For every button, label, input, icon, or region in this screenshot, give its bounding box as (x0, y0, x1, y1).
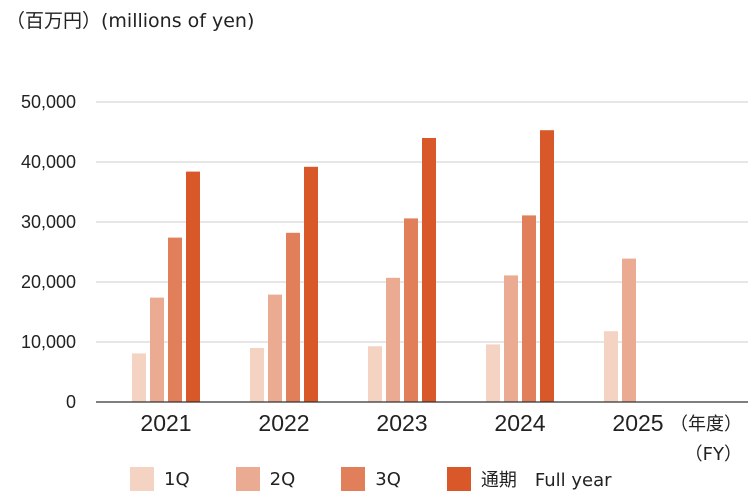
y-tick-label: 30,000 (21, 212, 76, 232)
y-tick-label: 0 (66, 392, 76, 412)
legend-item-1q: 1Q (130, 467, 190, 491)
bar-chart: 0 10,000 20,000 30,000 40,000 50,000 2021 2022 2… (21, 92, 748, 436)
legend-label-2q: 2Q (269, 468, 296, 490)
bar (304, 166, 318, 402)
y-tick-label: 10,000 (21, 332, 76, 352)
fiscal-year-axis-label: （年度） （FY） (670, 410, 742, 470)
bar (604, 331, 618, 402)
bar (622, 258, 636, 402)
y-tick-label: 40,000 (21, 152, 76, 172)
y-tick-label: 50,000 (21, 92, 76, 112)
x-tick-label: 2021 (140, 410, 191, 436)
legend-item-full-year: 通期 Full year (446, 466, 612, 492)
bar (540, 130, 554, 402)
fy-label-line1: （年度） (670, 414, 742, 435)
bar (168, 237, 182, 402)
bar (386, 277, 400, 402)
bar (250, 348, 264, 402)
bar (368, 346, 382, 402)
bar (268, 294, 282, 402)
y-tick-label: 20,000 (21, 272, 76, 292)
legend-label-3q: 3Q (375, 468, 401, 490)
bar (150, 297, 164, 402)
x-tick-label: 2023 (376, 410, 427, 436)
bar (404, 218, 418, 402)
x-tick-label: 2025 (612, 410, 663, 436)
fy-label-line2: （FY） (684, 444, 742, 465)
bar (504, 275, 518, 402)
bar (486, 344, 500, 402)
bar (286, 232, 300, 402)
x-tick-label: 2022 (258, 410, 309, 436)
chart-legend: 1Q 2Q 3Q 通期 Full year (130, 466, 612, 492)
bar (186, 171, 200, 402)
legend-item-3q: 3Q (341, 467, 401, 491)
legend-swatch-2q (235, 467, 260, 491)
legend-swatch-full-year (446, 467, 471, 491)
bar (132, 353, 146, 402)
bar (422, 138, 436, 402)
legend-swatch-1q (130, 467, 154, 491)
bar (522, 215, 536, 402)
unit-label: （百万円）(millions of yen) (6, 10, 255, 32)
x-tick-label: 2024 (494, 410, 545, 436)
legend-label-full-year: 通期 Full year (480, 470, 612, 491)
legend-item-2q: 2Q (235, 467, 296, 491)
legend-label-1q: 1Q (164, 468, 190, 490)
legend-swatch-3q (341, 467, 366, 491)
